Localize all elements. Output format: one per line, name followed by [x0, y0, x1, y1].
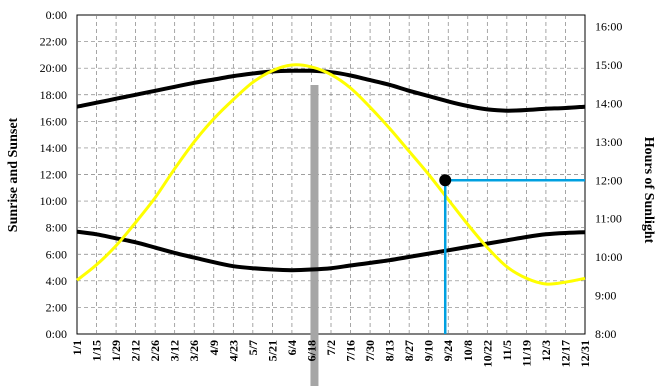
x-tick-label: 5/7 [246, 340, 260, 355]
right-axis-title: Hours of Sunlight [641, 137, 656, 244]
x-tick-label: 2/12 [129, 340, 143, 361]
x-tick-label: 10/22 [480, 340, 494, 367]
x-tick-label: 8/27 [402, 340, 416, 361]
right-tick-label: 12:00 [595, 173, 622, 187]
left-axis-ticks: 0:00 2:00 4:00 6:00 8:00 10:00 12:00 14:00 16:00… [40, 8, 67, 341]
x-tick-label: 11/5 [500, 340, 514, 361]
x-tick-label: 4/23 [226, 340, 240, 361]
x-tick-label: 9/10 [422, 340, 436, 361]
x-tick-label: 7/30 [363, 340, 377, 361]
x-tick-label: 7/2 [324, 340, 338, 355]
x-tick-label: 2/26 [148, 340, 162, 361]
right-tick-label: 13:00 [595, 135, 622, 149]
right-tick-label: 11:00 [595, 212, 622, 226]
x-tick-label: 12/3 [539, 340, 553, 361]
grid-lines [76, 14, 586, 335]
x-tick-label: 12/17 [558, 340, 572, 367]
x-tick-label: 7/16 [344, 340, 358, 361]
x-tick-label: 6/4 [285, 340, 299, 355]
left-tick-label: 22:00 [40, 35, 67, 49]
left-tick-label: 0:00 [46, 327, 67, 341]
left-tick-label: 6:00 [46, 247, 67, 261]
left-tick-label: 8:00 [46, 221, 67, 235]
x-tick-label: 1/15 [90, 340, 104, 361]
sunrise-line [76, 229, 586, 273]
right-tick-label: 8:00 [595, 327, 616, 341]
left-tick-label: 14:00 [40, 141, 67, 155]
x-axis-ticks: 1/1 1/15 1/29 2/12 2/26 3/12 3/26 4/9 4/23 5/7 5/2… [70, 340, 592, 367]
left-tick-label: 18:00 [40, 88, 67, 102]
hours-of-sunlight-line [76, 63, 586, 286]
x-tick-label: 6/18 [304, 340, 318, 361]
left-tick-label: 2:00 [46, 300, 67, 314]
left-tick-label: 20:00 [40, 61, 67, 75]
right-tick-label: 14:00 [595, 96, 622, 110]
x-tick-label: 3/12 [168, 340, 182, 361]
x-tick-label: 9/24 [441, 340, 455, 361]
right-tick-label: 9:00 [595, 289, 616, 303]
series-group [76, 63, 586, 286]
x-tick-label: 5/21 [265, 340, 279, 361]
right-axis-ticks: 8:00 9:00 10:00 11:00 12:00 13:00 14:00 15:00 16… [595, 20, 622, 341]
guide-lines [439, 174, 585, 334]
sunset-line [76, 68, 586, 113]
left-axis-title: Sunrise and Sunset [6, 117, 21, 232]
x-tick-label: 3/26 [187, 340, 201, 361]
x-tick-label: 4/9 [207, 340, 221, 355]
x-tick-label: 11/19 [519, 340, 533, 367]
right-tick-label: 16:00 [595, 20, 622, 34]
right-tick-label: 15:00 [595, 58, 622, 72]
left-tick-label: 10:00 [40, 194, 67, 208]
x-tick-label: 1/29 [109, 340, 123, 361]
left-tick-label: 16:00 [40, 114, 67, 128]
x-tick-label: 8/13 [383, 340, 397, 361]
x-tick-label: 1/1 [70, 340, 84, 355]
left-tick-label: 0:00 [46, 8, 67, 22]
x-tick-label: 10/8 [461, 340, 475, 361]
right-tick-label: 10:00 [595, 250, 622, 264]
x-tick-label: 12/31 [578, 340, 592, 367]
left-tick-label: 4:00 [46, 274, 67, 288]
highlight-point [439, 174, 452, 187]
left-tick-label: 12:00 [40, 168, 67, 182]
